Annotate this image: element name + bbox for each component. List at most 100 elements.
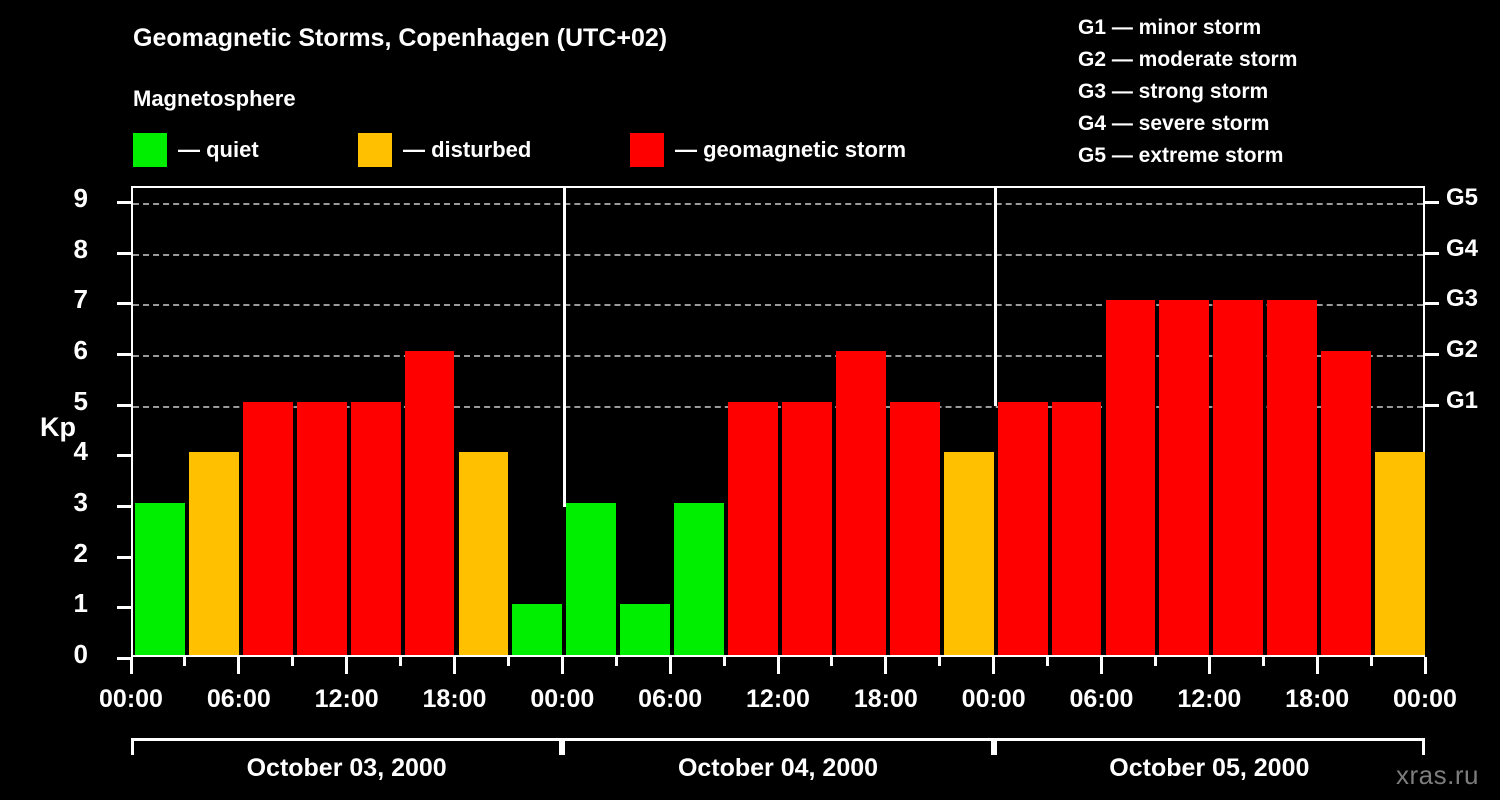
x-tick-mark-20	[1207, 657, 1211, 674]
x-tick-label-6: 12:00	[746, 685, 810, 713]
x-tick-mark-22	[1315, 657, 1319, 674]
legend-item-disturbed: — disturbed	[358, 133, 531, 167]
bar	[620, 604, 671, 655]
x-tick-label-10: 12:00	[1177, 685, 1242, 713]
bar	[1051, 401, 1102, 655]
g-scale-legend: G1 — minor storm G2 — moderate storm G3 — …	[1078, 12, 1297, 172]
g-tick-label-g3: G3	[1446, 285, 1479, 313]
bar	[997, 401, 1048, 655]
day-separator-2	[994, 186, 998, 406]
g-legend-row-g1: G1 — minor storm	[1078, 16, 1262, 39]
g-tick-mark-g1	[1425, 403, 1439, 407]
x-tick-mark-9	[614, 657, 618, 666]
bar	[835, 351, 886, 655]
legend-item-quiet: — quiet	[133, 133, 259, 167]
x-tick-label-7: 18:00	[853, 685, 918, 713]
bar	[296, 401, 347, 655]
x-tick-mark-7	[506, 657, 510, 666]
x-tick-label-4: 00:00	[530, 685, 595, 713]
y-axis-title: Kp	[40, 412, 76, 442]
x-tick-label-0: 00:00	[99, 685, 163, 713]
x-tick-label-9: 06:00	[1069, 685, 1134, 713]
date-label-2: October 04, 2000	[677, 754, 879, 782]
x-tick-label-11: 18:00	[1285, 685, 1350, 713]
x-tick-label-5: 06:00	[638, 685, 703, 713]
y-tick-label-2: 2	[73, 537, 88, 568]
legend-swatch-quiet	[133, 133, 167, 167]
g-legend-row-g2: G2 — moderate storm	[1078, 48, 1298, 71]
bar	[1415, 452, 1425, 655]
bar	[512, 604, 563, 655]
g-tick-label-g1: G1	[1446, 386, 1479, 414]
legend-swatch-storm	[630, 133, 664, 167]
bar	[350, 401, 401, 655]
g-tick-label-g2: G2	[1446, 336, 1479, 364]
x-tick-mark-12	[776, 657, 780, 674]
legend-swatch-disturbed	[358, 133, 392, 167]
legend-label-storm: — geomagnetic storm	[675, 137, 907, 162]
x-tick-mark-2	[237, 657, 241, 674]
bar	[135, 503, 185, 655]
y-tick-mark-3	[117, 505, 131, 509]
gridline-kp-6	[133, 355, 1423, 358]
y-tick-label-5: 5	[73, 385, 88, 416]
plot-inner	[133, 186, 1425, 655]
bar	[566, 503, 617, 655]
y-tick-mark-8	[117, 251, 131, 255]
x-tick-mark-13	[830, 657, 834, 666]
y-tick-mark-4	[117, 454, 131, 458]
x-tick-mark-1	[183, 657, 187, 666]
bar	[943, 452, 994, 655]
x-tick-mark-21	[1261, 657, 1265, 666]
y-tick-label-8: 8	[73, 233, 88, 264]
g-tick-mark-g2	[1425, 353, 1439, 357]
date-bracket-3	[993, 738, 1425, 755]
gridline-kp-7	[133, 304, 1423, 307]
bar	[782, 401, 832, 655]
date-bracket-2	[562, 738, 994, 755]
y-tick-mark-6	[117, 353, 131, 357]
x-tick-mark-16	[992, 657, 996, 674]
x-tick-mark-24	[1423, 657, 1427, 674]
y-tick-label-7: 7	[73, 284, 88, 315]
y-tick-mark-5	[117, 403, 131, 407]
x-tick-mark-14	[884, 657, 888, 674]
x-tick-label-8: 00:00	[961, 685, 1026, 713]
gridline-kp-8	[133, 253, 1423, 256]
x-tick-label-2: 12:00	[314, 685, 379, 713]
x-tick-mark-6	[453, 657, 456, 674]
y-tick-mark-1	[117, 606, 131, 610]
x-tick-mark-23	[1369, 657, 1373, 666]
x-tick-mark-4	[345, 657, 349, 674]
y-tick-mark-9	[117, 201, 131, 205]
legend-item-storm: — geomagnetic storm	[630, 133, 906, 167]
y-tick-label-9: 9	[73, 183, 88, 214]
x-tick-mark-19	[1153, 657, 1157, 666]
date-bracket-1	[131, 738, 563, 755]
legend-label-quiet: — quiet	[178, 137, 259, 162]
g-tick-label-g5: G5	[1446, 184, 1479, 212]
bar	[1105, 300, 1156, 655]
g-legend-row-g5: G5 — extreme storm	[1078, 144, 1284, 167]
legend-label-disturbed: — disturbed	[403, 137, 532, 162]
y-tick-label-3: 3	[73, 487, 88, 518]
y-tick-mark-0	[117, 657, 131, 660]
day-separator-1	[562, 186, 566, 508]
plot-area	[131, 186, 1425, 657]
y-tick-mark-2	[117, 555, 131, 559]
x-tick-label-3: 18:00	[422, 685, 487, 713]
x-tick-mark-0	[129, 657, 133, 674]
bar	[404, 351, 455, 655]
x-tick-mark-8	[560, 657, 564, 674]
bar	[1267, 300, 1318, 655]
x-tick-label-12: 00:00	[1393, 685, 1457, 713]
watermark: xras.ru	[1396, 760, 1479, 790]
bar	[674, 503, 725, 655]
x-tick-label-1: 06:00	[206, 685, 271, 713]
chart-subtitle: Magnetosphere	[133, 86, 296, 111]
bar	[242, 401, 293, 655]
x-tick-mark-5	[399, 657, 403, 666]
date-label-1: October 03, 2000	[246, 754, 447, 782]
bar	[188, 452, 239, 655]
y-tick-mark-7	[117, 302, 131, 306]
